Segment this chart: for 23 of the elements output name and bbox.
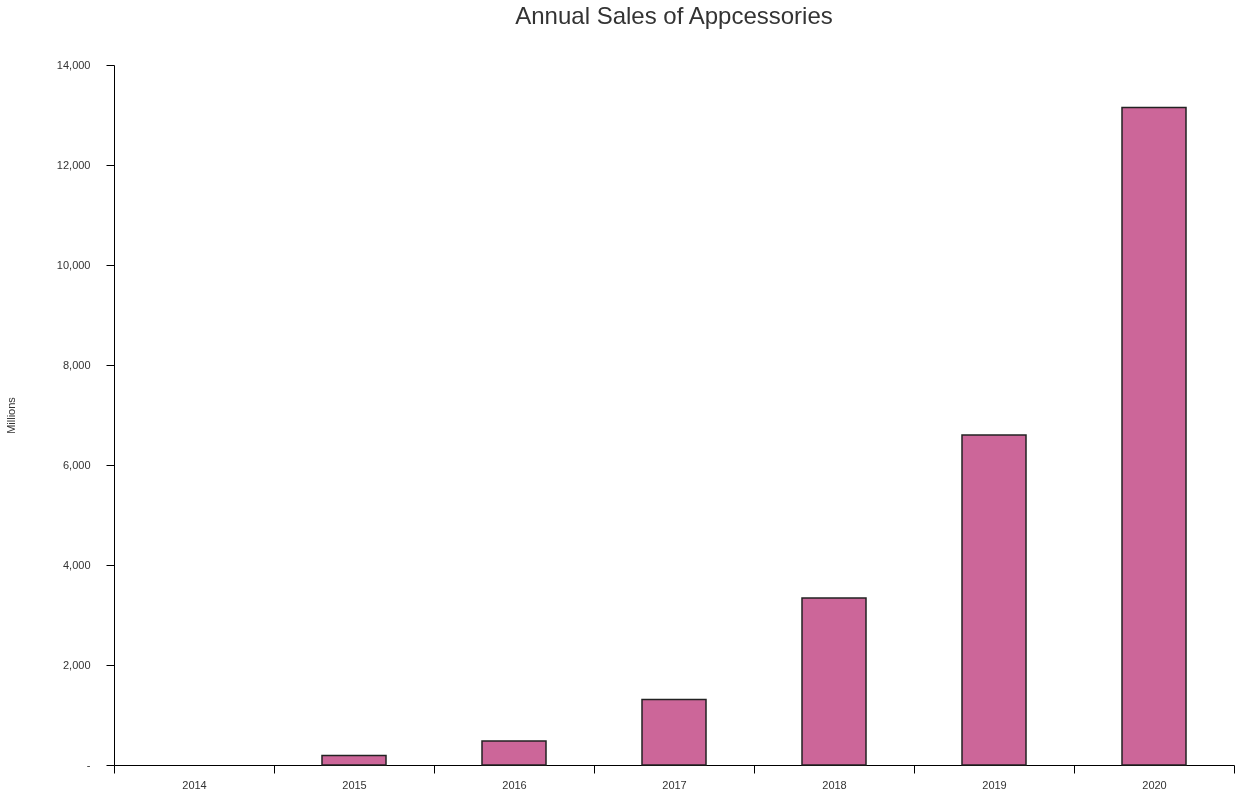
- x-tick-label: 2014: [182, 778, 207, 791]
- bar: [481, 740, 547, 766]
- y-axis-title: Millions: [4, 396, 17, 434]
- y-tick-label: 2,000: [62, 658, 91, 671]
- bar: [641, 698, 707, 766]
- x-tick-label: 2015: [342, 778, 367, 791]
- y-tick-label: 8,000: [62, 358, 91, 371]
- chart-title: Annual Sales of Appcessories: [515, 2, 833, 29]
- y-tick-label: 6,000: [62, 458, 91, 471]
- bar: [961, 434, 1027, 766]
- x-tick-label: 2019: [982, 778, 1007, 791]
- y-tick-label: 4,000: [62, 558, 91, 571]
- y-tick-label: 10,000: [56, 258, 91, 271]
- y-tick-label: -: [86, 758, 91, 771]
- x-tick-label: 2016: [502, 778, 527, 791]
- x-tick-label: 2020: [1142, 778, 1167, 791]
- y-tick-label: 12,000: [56, 158, 91, 171]
- bar: [321, 754, 387, 766]
- x-tick-label: 2018: [822, 778, 847, 791]
- y-tick-label: 14,000: [56, 58, 91, 71]
- x-tick-label: 2017: [662, 778, 687, 791]
- bar: [1121, 106, 1187, 766]
- bar: [801, 597, 867, 766]
